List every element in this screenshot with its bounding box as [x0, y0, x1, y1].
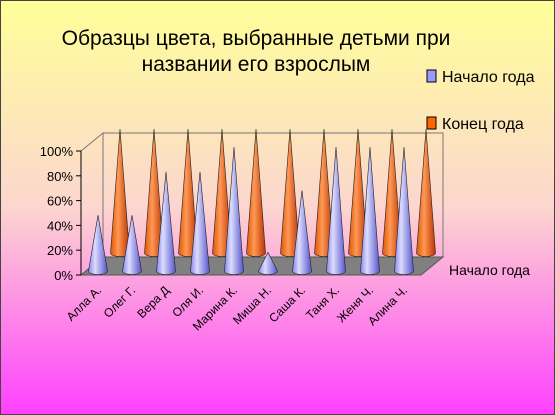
cone-start	[394, 146, 414, 275]
cone-body	[110, 128, 130, 257]
cone-body	[156, 171, 176, 275]
category-label: Саша К.	[266, 283, 308, 325]
cone-body	[394, 146, 414, 275]
category-label: Алла А.	[64, 283, 105, 324]
cone-start	[224, 146, 244, 275]
cone-start	[122, 215, 142, 275]
category-label: Вера Д	[134, 283, 172, 321]
cone-body	[224, 146, 244, 275]
y-tick-label: 0%	[54, 268, 73, 283]
cone-start	[326, 146, 346, 275]
cone-body	[326, 146, 346, 275]
chart-title-line-2: названии его взрослым	[142, 53, 371, 76]
y-tick-label: 20%	[47, 243, 73, 258]
cone-body	[88, 215, 108, 275]
cone-body	[246, 128, 266, 257]
cone-start	[156, 171, 176, 275]
cone-body	[360, 146, 380, 275]
cone-body	[190, 171, 210, 275]
cone-start	[258, 251, 278, 275]
chart-title: Образцы цвета, выбранные детьми при назв…	[62, 27, 451, 76]
y-tick-label: 100%	[40, 144, 74, 159]
y-axis-ticks: 0% 20% 40% 60% 80% 100%	[40, 144, 81, 283]
cone-end	[110, 128, 130, 257]
y-tick-label: 80%	[47, 169, 73, 184]
cones-group	[88, 128, 436, 275]
legend-swatch-start	[426, 69, 437, 83]
cone-end	[416, 128, 436, 257]
y-tick-label: 60%	[47, 194, 73, 209]
legend-swatch-end	[426, 116, 437, 130]
cone-start	[292, 190, 312, 275]
cone-body	[122, 215, 142, 275]
cone-start	[190, 171, 210, 275]
cone-end	[246, 128, 266, 257]
legend-label-end: Конец года	[442, 116, 524, 133]
cone-body	[416, 128, 436, 257]
cone-body	[292, 190, 312, 275]
chart-title-line-1: Образцы цвета, выбранные детьми при	[62, 27, 451, 50]
category-label: Олег Г.	[101, 283, 138, 320]
depth-axis-label: Начало года	[449, 262, 530, 278]
legend-label-start: Начало года	[442, 69, 535, 86]
cone-start	[88, 215, 108, 275]
y-tick-label: 40%	[47, 218, 73, 233]
cone-start	[360, 146, 380, 275]
cone-body	[258, 251, 278, 275]
legend: Начало года Конец года	[426, 69, 535, 133]
